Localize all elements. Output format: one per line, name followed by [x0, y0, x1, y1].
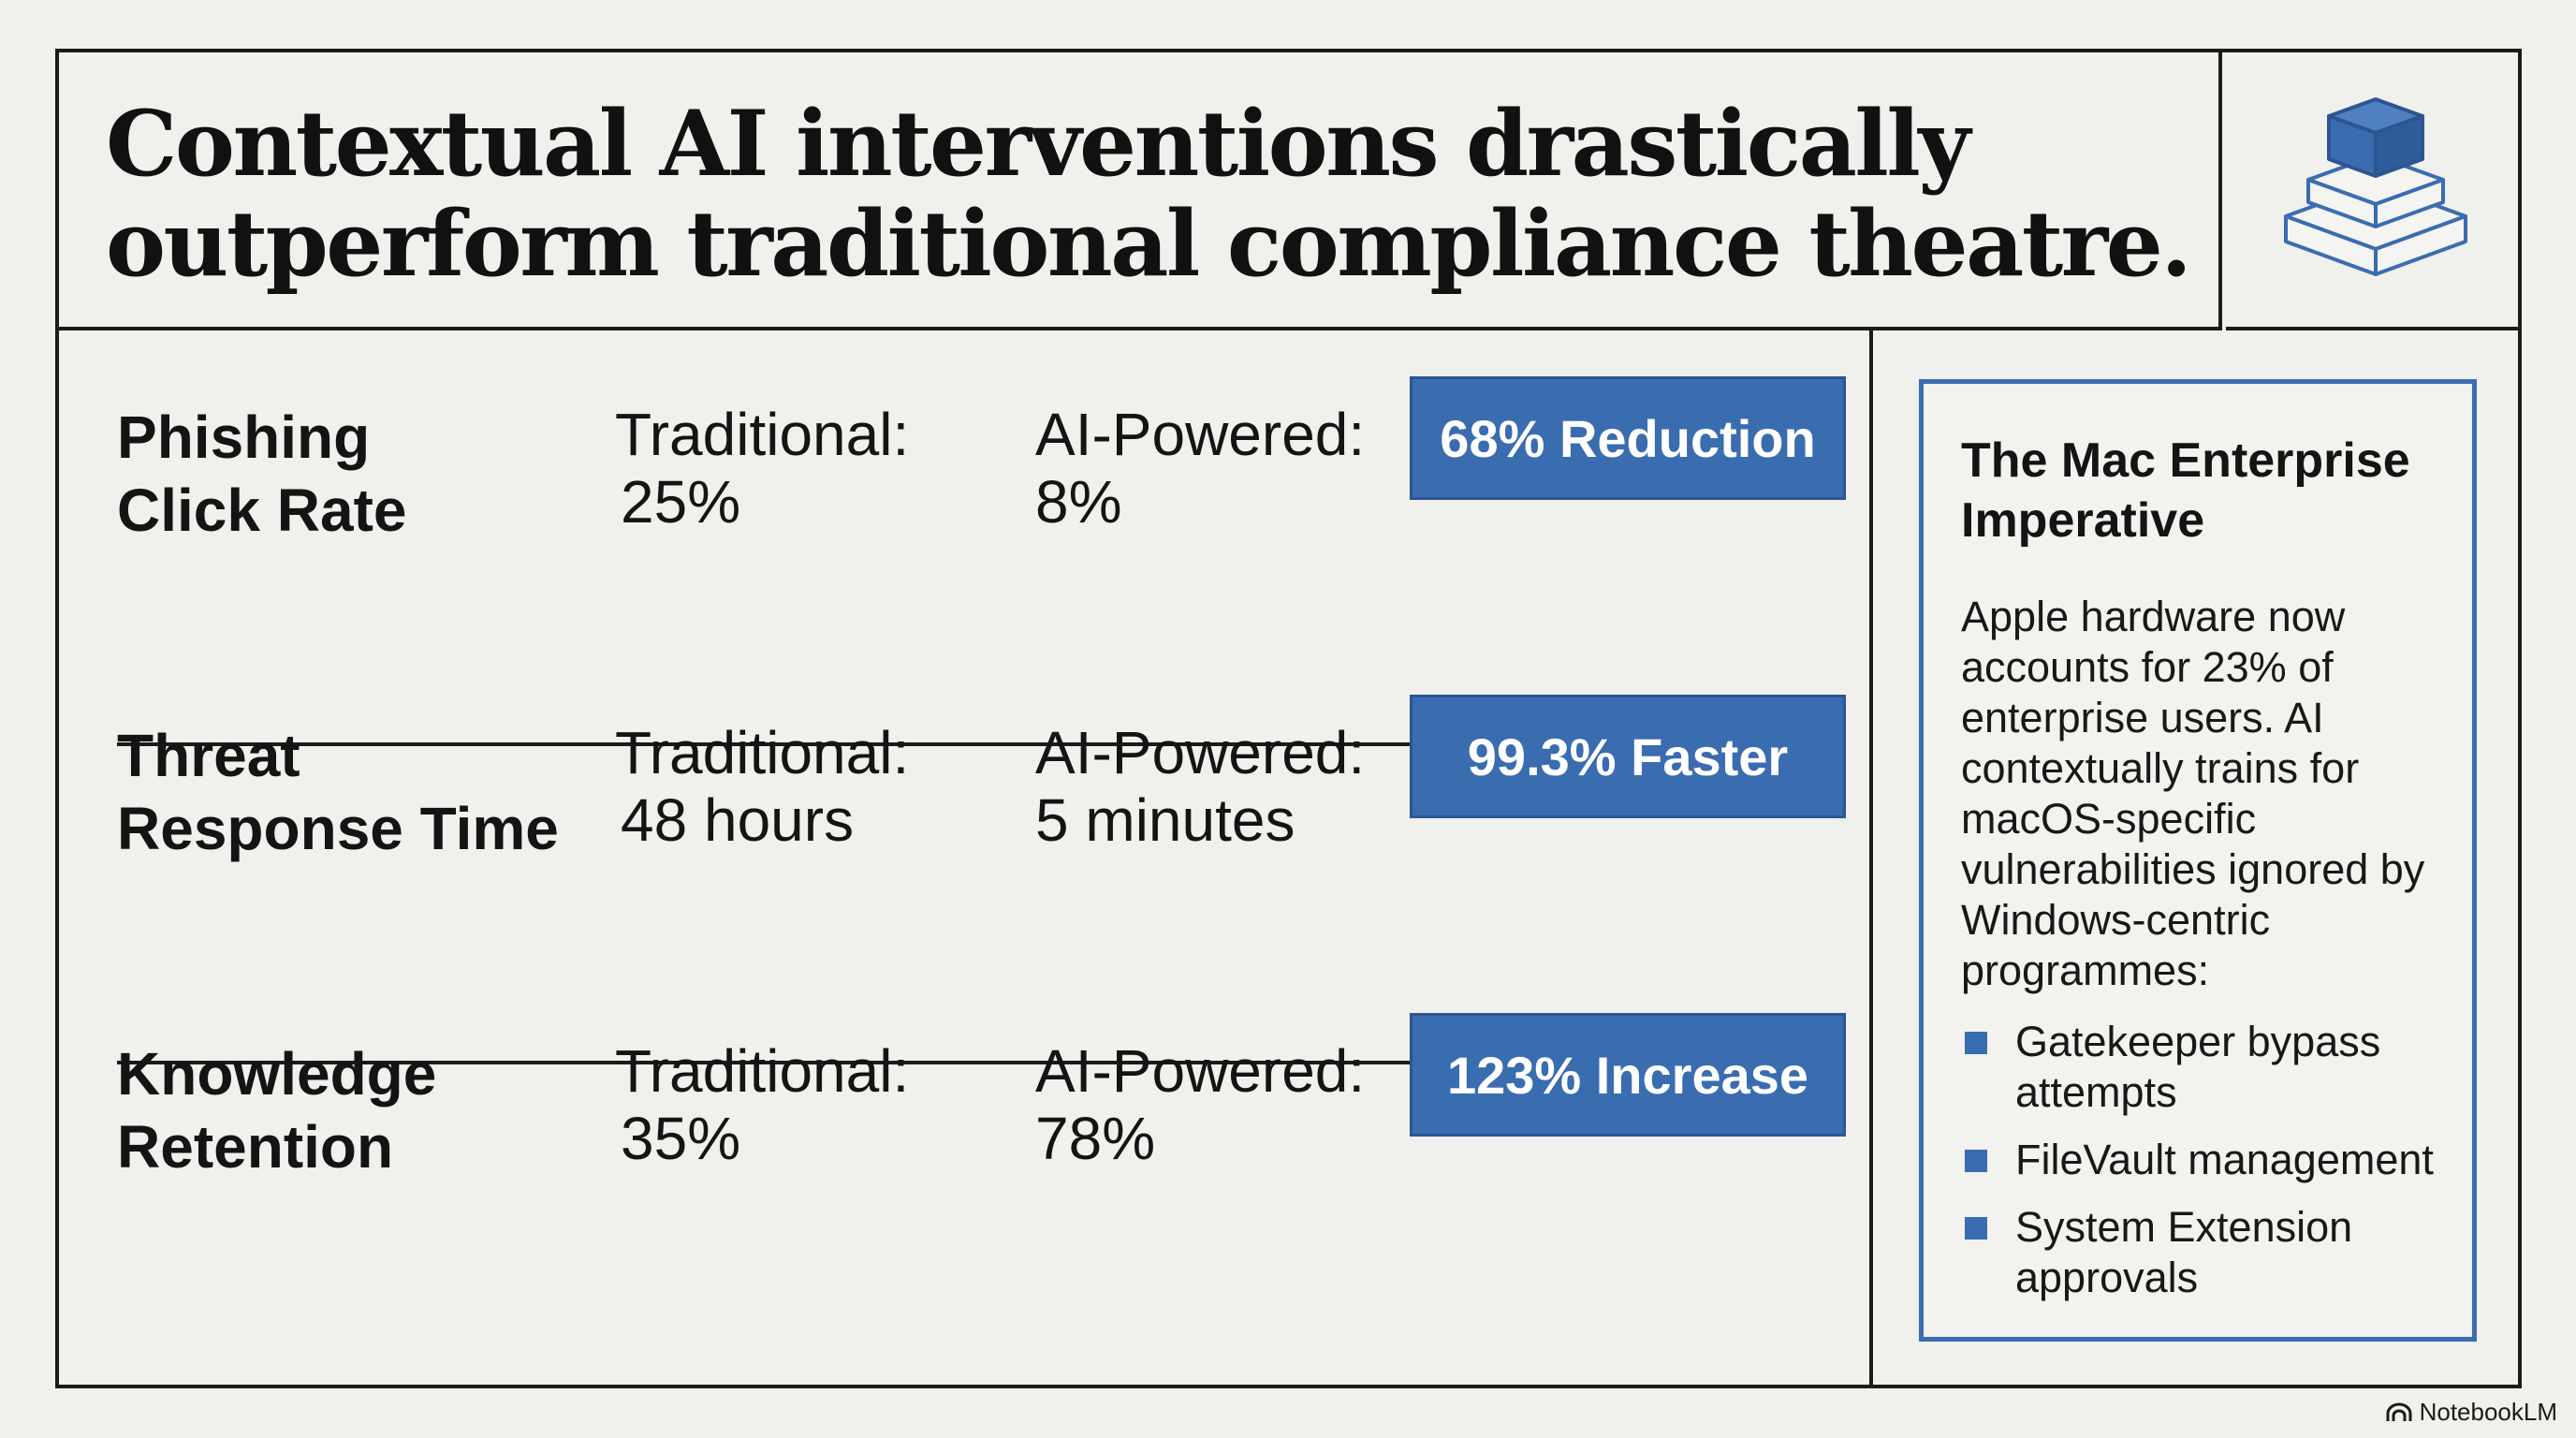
title-cell: Contextual AI interventions drastically … [59, 52, 2222, 330]
improvement-badge: 99.3% Faster [1410, 695, 1846, 818]
improvement-badge: 123% Increase [1410, 1013, 1846, 1137]
row-divider [117, 742, 1846, 746]
metric-row-knowledge-retention: Knowledge Retention Traditional: 35% AI-… [59, 1013, 1873, 1318]
traditional-label: Traditional: [615, 401, 910, 468]
list-item-text: Gatekeeper bypass attempts [2015, 1018, 2381, 1116]
square-bullet-icon [1965, 1032, 1987, 1054]
traditional-value: 48 hours [621, 786, 855, 854]
square-bullet-icon [1965, 1150, 1987, 1172]
list-item-text: FileVault management [2015, 1136, 2434, 1183]
metric-label-line1: Phishing [117, 404, 371, 471]
sidebar-panel: The Mac Enterprise Imperative Apple hard… [1877, 330, 2518, 1385]
ai-column: AI-Powered: 5 minutes [1035, 719, 1365, 854]
ai-value: 8% [1035, 468, 1122, 536]
metric-label-line2: Retention [117, 1113, 394, 1181]
list-item: Gatekeeper bypass attempts [1961, 1017, 2444, 1118]
metric-label-line2: Response Time [117, 795, 559, 862]
ai-label: AI-Powered: [1035, 1037, 1366, 1105]
row-divider [117, 1061, 1846, 1064]
card-heading: The Mac Enterprise Imperative [1961, 433, 2410, 548]
ai-value: 5 minutes [1035, 786, 1295, 854]
traditional-column: Traditional: 48 hours [615, 719, 909, 854]
metrics-panel: Phishing Click Rate Traditional: 25% AI-… [59, 330, 1873, 1385]
metric-label: Threat Response Time [117, 719, 559, 865]
ai-label: AI-Powered: [1035, 401, 1366, 468]
improvement-badge: 68% Reduction [1410, 376, 1846, 500]
metric-label: Phishing Click Rate [117, 401, 406, 547]
metric-label: Knowledge Retention [117, 1037, 436, 1183]
traditional-value: 25% [621, 468, 741, 536]
metric-row-threat-response: Threat Response Time Traditional: 48 hou… [59, 695, 1873, 1000]
metric-label-line2: Click Rate [117, 477, 407, 544]
list-item-text: System Extension approvals [2015, 1203, 2353, 1301]
bullet-list: Gatekeeper bypass attempts FileVault man… [1961, 1017, 2444, 1303]
traditional-label: Traditional: [615, 1037, 910, 1105]
square-bullet-icon [1965, 1217, 1987, 1240]
brand-name: NotebookLM [2419, 1398, 2557, 1426]
logo-cell [2226, 52, 2518, 330]
metric-label-line1: Knowledge [117, 1040, 437, 1108]
mac-enterprise-card: The Mac Enterprise Imperative Apple hard… [1919, 379, 2477, 1342]
brand-watermark: NotebookLM [2386, 1398, 2557, 1427]
traditional-column: Traditional: 25% [615, 401, 909, 536]
card-body: Apple hardware now accounts for 23% of e… [1961, 593, 2425, 994]
slide-title: Contextual AI interventions drastically … [106, 91, 2192, 297]
content-frame: Contextual AI interventions drastically … [55, 49, 2522, 1388]
ai-label: AI-Powered: [1035, 719, 1366, 786]
stacked-layers-icon [2284, 97, 2467, 276]
ai-value: 78% [1035, 1105, 1156, 1172]
metric-row-phishing: Phishing Click Rate Traditional: 25% AI-… [59, 376, 1873, 682]
ai-column: AI-Powered: 8% [1035, 401, 1365, 536]
traditional-label: Traditional: [615, 719, 910, 786]
notebooklm-logo-icon [2386, 1402, 2412, 1421]
metric-label-line1: Threat [117, 722, 300, 789]
list-item: FileVault management [1961, 1135, 2444, 1185]
traditional-value: 35% [621, 1105, 741, 1172]
traditional-column: Traditional: 35% [615, 1037, 909, 1172]
ai-column: AI-Powered: 78% [1035, 1037, 1365, 1172]
list-item: System Extension approvals [1961, 1202, 2444, 1303]
